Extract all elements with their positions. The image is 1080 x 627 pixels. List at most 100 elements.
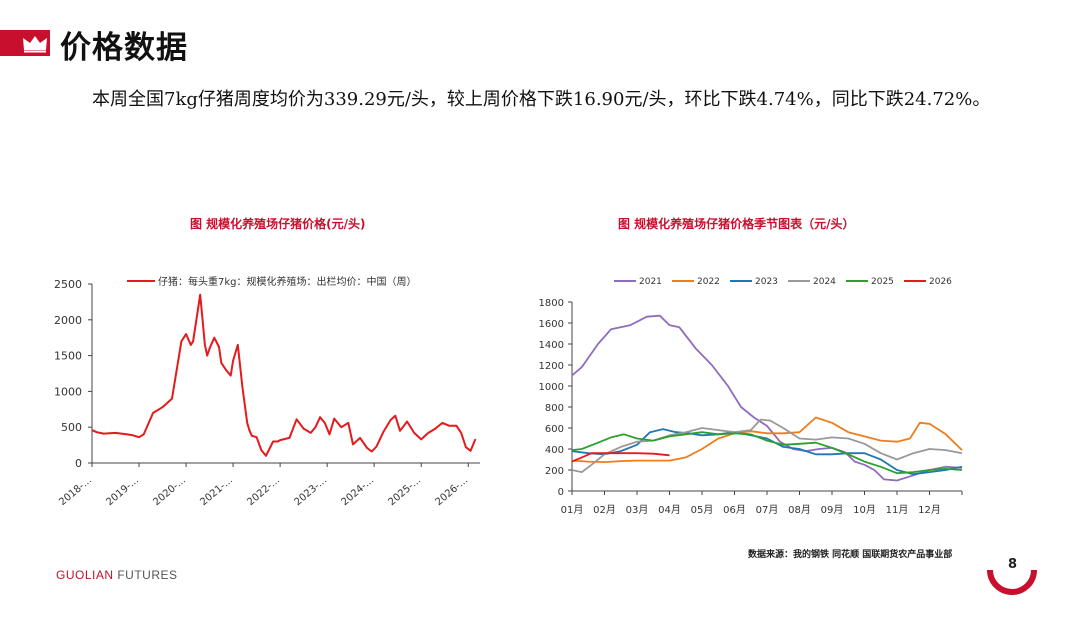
chart1-x-tick-label: 2018-...: [57, 475, 94, 508]
chart1-data-point: [126, 433, 128, 435]
chart2-x-tick-label: 08月: [788, 504, 811, 516]
chart1-data-point: [455, 425, 458, 427]
chart1-y-tick-label: 2000: [54, 314, 82, 327]
chart2-x-tick-label: 06月: [723, 504, 746, 516]
chart1-y-tick-label: 1000: [54, 385, 82, 398]
chart2-y-tick-label: 400: [545, 445, 564, 456]
chart1-data-point: [114, 432, 117, 434]
logo-text-gray: FUTURES: [113, 568, 178, 582]
chart2-y-tick-label: 1000: [539, 382, 564, 393]
chart1-data-point: [213, 337, 215, 339]
chart1-y-tick-label: 0: [75, 457, 82, 470]
chart2-series-2026: [571, 452, 670, 463]
chart1-data-point: [460, 432, 462, 434]
chart1-data-point: [180, 340, 182, 342]
data-source-note: 数据来源：我的钢铁 同花顺 国联期货农产品事业部: [748, 550, 953, 560]
chart2-y-tick-label: 200: [545, 466, 564, 477]
chart1-data-point: [469, 450, 472, 452]
chart1-data-point: [303, 428, 305, 430]
chart1-data-point: [208, 347, 211, 350]
chart2-x-tick-label: 02月: [593, 504, 616, 516]
chart2-x-tick-label: 05月: [691, 504, 714, 516]
chart2-x-tick-label: 12月: [918, 504, 941, 516]
chart2-x-tick-label: 10月: [853, 504, 876, 516]
chart2-y-tick-label: 1800: [539, 298, 564, 309]
chart1-data-point: [260, 449, 262, 451]
chart1-data-point: [288, 437, 291, 439]
chart1-data-point: [199, 294, 201, 296]
chart2-y-tick-label: 600: [545, 424, 564, 435]
chart1-data-point: [171, 397, 173, 400]
chart1-data-point: [206, 355, 208, 357]
summary-paragraph: 本周全国7kg仔猪周度均价为339.29元/头，较上周价格下跌16.90元/头，…: [92, 89, 991, 110]
chart1-data-point: [176, 369, 178, 371]
chart1-data-point: [427, 432, 429, 434]
chart1-data-point: [434, 428, 436, 430]
chart1-data-point: [248, 430, 251, 432]
chart1-data-point: [333, 418, 335, 420]
chart1-series-line: [91, 293, 477, 457]
chart1-x-tick-label: 2024-...: [339, 475, 376, 508]
chart1-data-point: [465, 446, 467, 448]
chart1-data-point: [251, 435, 253, 437]
chart1-x-tick-label: 2021-...: [198, 475, 235, 508]
chart1-data-point: [394, 415, 396, 417]
chart2-x-tick-label: 09月: [821, 504, 844, 516]
chart2-y-tick-label: 1400: [539, 340, 564, 351]
chart1-data-point: [340, 426, 342, 428]
chart1-data-point: [192, 340, 194, 342]
chart1-data-point: [237, 344, 239, 346]
chart1-x-tick-label: 2020-...: [151, 475, 188, 508]
chart1-data-point: [277, 440, 279, 443]
chart2-legend-label-2025: 2025: [871, 277, 894, 287]
chart1-y-tick-label: 1500: [54, 350, 82, 363]
chart2-series-2024: [571, 418, 963, 474]
chart1-data-point: [96, 431, 98, 433]
chart1-data-point: [295, 418, 298, 420]
page-number-badge: [987, 569, 1037, 595]
chart1-data-point: [441, 422, 443, 424]
chart1-data-point: [241, 387, 244, 389]
chart1-data-point: [324, 422, 326, 424]
chart1-data-point: [220, 362, 222, 364]
chart1-data-point: [272, 440, 274, 443]
chart1-data-point: [131, 434, 133, 436]
chart1-x-tick-label: 2023-...: [292, 475, 329, 508]
chart1-data-point: [138, 436, 140, 438]
chart1-data-point: [204, 344, 206, 346]
chart1-x-tick-label: 2025-...: [387, 475, 424, 508]
chart1-data-point: [91, 429, 93, 431]
chart1-data-point: [246, 422, 248, 424]
chart1-data-point: [161, 406, 164, 408]
chart1-data-point: [390, 419, 392, 421]
chart1-data-point: [232, 360, 234, 362]
chart2-legend-label-2021: 2021: [639, 277, 662, 287]
chart1-data-point: [382, 430, 385, 433]
chart2-y-tick-label: 1600: [539, 319, 564, 330]
chart1-data-point: [366, 447, 368, 449]
chart1-data-point: [265, 455, 267, 457]
page-title: 价格数据: [60, 30, 188, 66]
chart1-data-point: [310, 432, 312, 434]
chart1-data-point: [352, 443, 354, 445]
chart1-x-tick-label: 2026-...: [434, 475, 471, 508]
chart2-x-tick-label: 01月: [561, 504, 584, 516]
chart2-legend-label-2023: 2023: [755, 277, 778, 287]
logo-text-red: GUOLIAN: [56, 568, 114, 582]
chart2-y-tick-label: 800: [545, 403, 564, 414]
chart1-data-point: [185, 333, 187, 335]
chart1-data-point: [103, 433, 105, 435]
chart1-data-point: [474, 438, 476, 440]
chart2-legend-label-2024: 2024: [813, 277, 836, 287]
chart1-piglet-price: 0 500 1000 1500 2000 2500 2018-... 2019-... 2020…: [54, 275, 480, 508]
chart1-x-tick-label: 2019-...: [104, 475, 141, 508]
chart1-data-point: [190, 344, 192, 346]
chart1-y-tick-label: 500: [61, 421, 82, 434]
chart1-data-point: [413, 432, 415, 434]
company-logo: GUOLIAN FUTURES: [56, 568, 178, 582]
chart2-x-tick-label: 11月: [886, 504, 909, 516]
chart1-data-point: [256, 436, 258, 438]
chart2-title: 图 规模化养殖场仔猪价格季节图表（元/头）: [618, 217, 855, 231]
chart1-data-point: [279, 439, 281, 441]
chart2-x-tick-label: 07月: [756, 504, 779, 516]
